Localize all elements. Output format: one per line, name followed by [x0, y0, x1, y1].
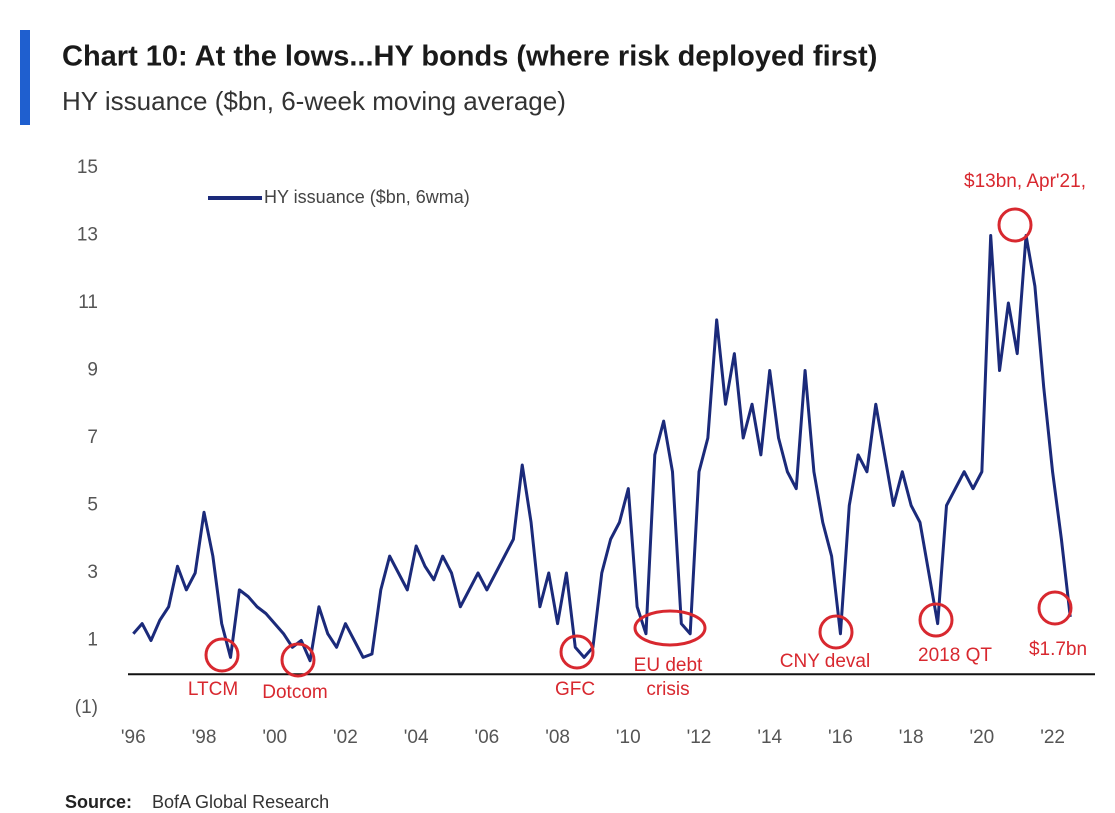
- y-tick-label: 5: [87, 495, 98, 516]
- annotation-circle: [1037, 590, 1073, 626]
- annotation: $13bn, Apr'21,: [964, 171, 1086, 192]
- title-accent: [20, 30, 30, 125]
- y-tick-label: (1): [75, 697, 98, 718]
- annotation-circle: [633, 609, 707, 647]
- source-text: BofA Global Research: [152, 792, 329, 812]
- x-tick-label: '18: [899, 727, 924, 748]
- x-tick-label: '20: [969, 727, 994, 748]
- x-tick-label: '08: [545, 727, 570, 748]
- y-tick-label: 7: [87, 427, 98, 448]
- x-tick-label: '22: [1040, 727, 1065, 748]
- x-tick-label: '14: [757, 727, 782, 748]
- y-tick-label: 11: [78, 292, 98, 313]
- annotation: Dotcom: [262, 682, 327, 703]
- y-tick-label: 9: [87, 360, 98, 381]
- annotation: GFC: [555, 679, 595, 700]
- source-label: Source:: [65, 792, 132, 812]
- x-tick-label: '10: [616, 727, 641, 748]
- annotation-circle: [204, 637, 240, 673]
- x-tick-label: '04: [404, 727, 429, 748]
- annotation: CNY deval: [780, 651, 870, 672]
- legend-label: HY issuance ($bn, 6wma): [264, 187, 470, 207]
- annotation-circle: [818, 614, 854, 650]
- annotation: EU debt: [634, 655, 703, 676]
- chart-subtitle: HY issuance ($bn, 6-week moving average): [62, 86, 566, 116]
- y-tick-label: 15: [77, 157, 98, 178]
- annotation-circle: [280, 642, 316, 678]
- x-tick-label: '98: [192, 727, 217, 748]
- x-tick-label: '02: [333, 727, 358, 748]
- x-tick-label: '12: [687, 727, 712, 748]
- annotation-circle: [559, 634, 595, 670]
- x-tick-label: '06: [474, 727, 499, 748]
- x-tick-label: '16: [828, 727, 853, 748]
- chart-title: Chart 10: At the lows...HY bonds (where …: [62, 41, 877, 73]
- annotation-circle: [918, 602, 954, 638]
- y-tick-label: 1: [87, 630, 98, 651]
- series-line: [132, 234, 1072, 663]
- annotation: LTCM: [188, 679, 238, 700]
- x-tick-label: '00: [262, 727, 287, 748]
- annotation: crisis: [646, 679, 689, 700]
- y-tick-label: 13: [77, 225, 98, 246]
- annotation: $1.7bn: [1029, 639, 1087, 660]
- x-tick-label: '96: [121, 727, 146, 748]
- annotation: 2018 QT: [918, 645, 992, 666]
- y-tick-label: 3: [87, 562, 98, 583]
- annotation-circle: [997, 207, 1033, 243]
